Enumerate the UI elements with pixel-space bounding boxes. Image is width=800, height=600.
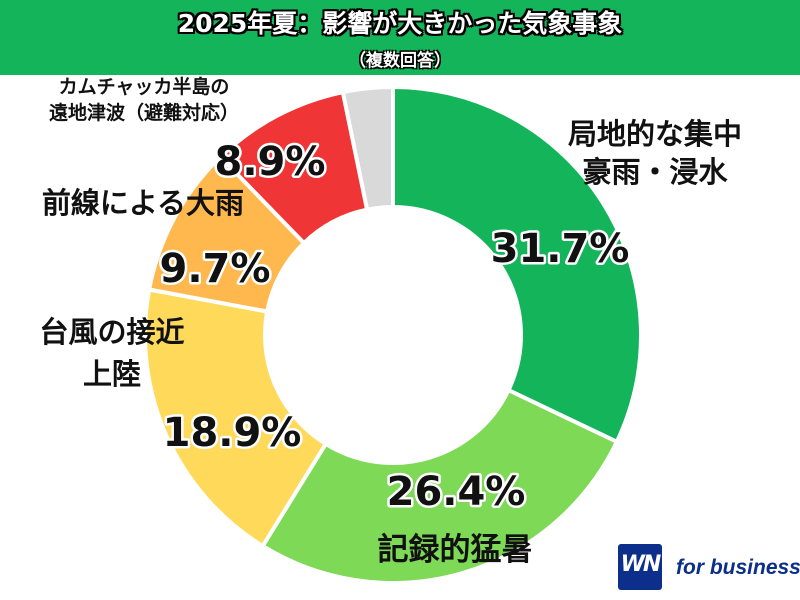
title-banner: 2025年夏：影響が大きかった気象事象 （複数回答） <box>0 0 800 75</box>
chart-title: 2025年夏：影響が大きかった気象事象 <box>177 9 623 38</box>
donut-slice-1 <box>259 387 620 585</box>
logo-text: for business <box>676 556 800 579</box>
category-label-1-0: 記録的猛暑 <box>378 532 533 568</box>
category-label-0-1: 豪雨・浸水 <box>582 155 728 189</box>
donut-slices <box>143 84 643 585</box>
category-label-2-1: 上陸 <box>83 357 141 391</box>
value-label-2: 18.9% <box>163 410 302 456</box>
logo-mark-box: WN <box>618 544 662 590</box>
category-label-0-0: 局地的な集中 <box>568 117 742 151</box>
value-label-0: 31.7% <box>491 226 630 272</box>
category-label-5-0: カムチャッカ半島の <box>59 75 230 98</box>
donut-slice-5 <box>340 84 395 213</box>
chart-subtitle: （複数回答） <box>349 51 451 71</box>
category-label-5-1: 遠地津波（避難対応） <box>49 101 239 124</box>
value-label-3: 9.7% <box>160 246 271 292</box>
category-label-3-0: 前線による大雨 <box>42 186 244 220</box>
value-label-1: 26.4% <box>387 469 526 515</box>
logo-mark: WN <box>620 552 662 577</box>
value-label-4: 8.9% <box>215 139 326 185</box>
donut-slice-0 <box>391 84 643 445</box>
donut-slice-2 <box>143 287 329 549</box>
category-label-2-0: 台風の接近 <box>39 315 184 349</box>
